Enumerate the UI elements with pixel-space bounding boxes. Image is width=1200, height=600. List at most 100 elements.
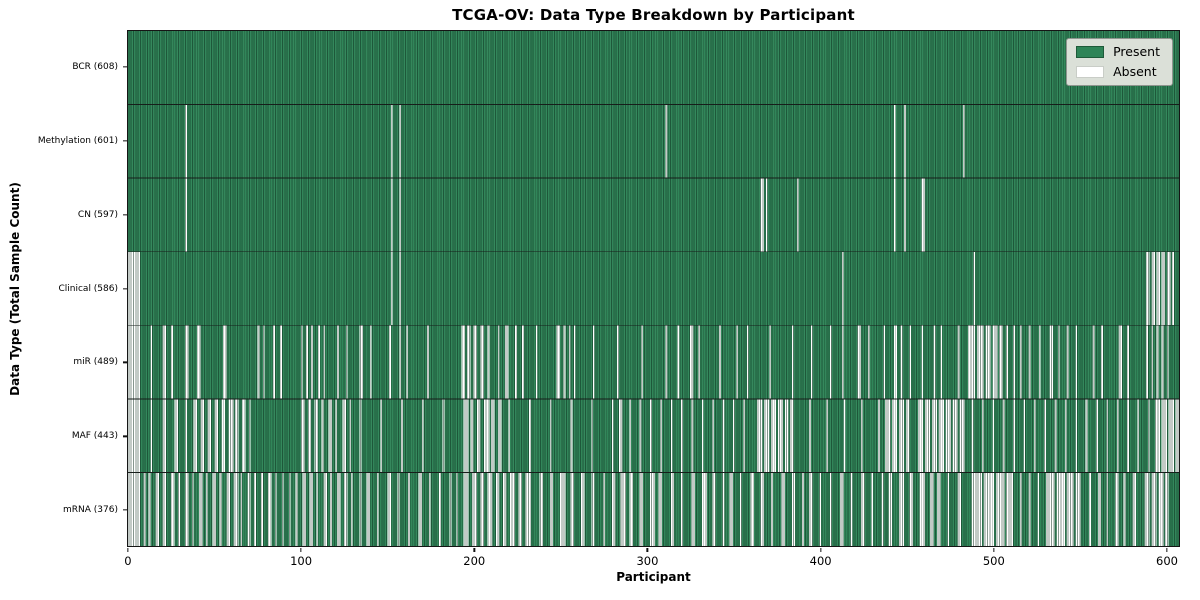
- absent-run: [518, 472, 523, 546]
- absent-run: [1166, 251, 1171, 326]
- absent-run: [1085, 398, 1088, 473]
- y-tick-mark: [122, 66, 127, 68]
- absent-run: [739, 472, 742, 546]
- absent-run: [342, 398, 346, 473]
- absent-run: [461, 325, 466, 399]
- absent-run: [1161, 251, 1166, 326]
- absent-run: [592, 325, 595, 399]
- absent-run: [1056, 472, 1065, 546]
- y-tick-mark: [122, 435, 127, 437]
- absent-run: [750, 472, 754, 546]
- absent-run: [1137, 398, 1140, 473]
- absent-run: [733, 398, 735, 473]
- x-tick-mark: [1166, 547, 1168, 552]
- absent-run: [1151, 325, 1154, 399]
- absent-run: [893, 178, 896, 252]
- absent-run: [471, 472, 478, 546]
- absent-run: [617, 325, 619, 399]
- absent-run: [463, 472, 469, 546]
- absent-run: [399, 251, 402, 326]
- x-tick-label-600: 600: [1156, 554, 1178, 568]
- absent-run: [826, 398, 829, 473]
- absent-run: [829, 472, 832, 546]
- absent-run: [1013, 398, 1015, 473]
- absent-run: [1161, 325, 1164, 399]
- absent-run: [247, 472, 251, 546]
- absent-run: [399, 325, 402, 399]
- absent-run: [473, 325, 478, 399]
- absent-run: [314, 398, 319, 473]
- absent-run: [641, 325, 644, 399]
- absent-run: [390, 104, 393, 179]
- absent-run: [736, 325, 739, 399]
- absent-run: [930, 472, 934, 546]
- absent-run: [515, 325, 517, 399]
- absent-run: [629, 472, 633, 546]
- absent-run: [219, 472, 222, 546]
- absent-run: [185, 398, 187, 473]
- absent-run: [1106, 472, 1109, 546]
- absent-run: [212, 472, 217, 546]
- absent-run: [917, 398, 924, 473]
- absent-run: [281, 472, 284, 546]
- absent-run: [503, 472, 507, 546]
- absent-run: [171, 325, 173, 399]
- absent-run: [1101, 325, 1103, 399]
- absent-run: [639, 472, 644, 546]
- absent-run: [497, 398, 502, 473]
- absent-run: [689, 325, 694, 399]
- absent-run: [1045, 472, 1055, 546]
- absent-run: [235, 398, 239, 473]
- row-present-Clinical: [128, 251, 1179, 326]
- absent-run: [681, 398, 683, 473]
- absent-run: [1006, 472, 1014, 546]
- absent-run: [376, 472, 379, 546]
- absent-run: [1033, 398, 1036, 473]
- absent-run: [221, 398, 225, 473]
- absent-run: [350, 472, 353, 546]
- absent-run: [1168, 398, 1174, 473]
- absent-run: [1154, 398, 1160, 473]
- absent-run: [791, 472, 796, 546]
- y-tick-mark: [122, 213, 127, 216]
- absent-run: [273, 325, 275, 399]
- absent-run: [1075, 472, 1081, 546]
- absent-run: [349, 398, 351, 473]
- absent-run: [746, 325, 749, 399]
- absent-run: [904, 104, 906, 179]
- absent-run: [389, 325, 391, 399]
- absent-run: [843, 398, 846, 473]
- absent-run: [128, 325, 141, 399]
- absent-run: [904, 178, 906, 252]
- y-tick-mark: [122, 287, 127, 290]
- absent-run: [701, 398, 704, 473]
- absent-run: [976, 325, 984, 399]
- absent-run: [449, 472, 452, 546]
- absent-run: [390, 251, 393, 326]
- absent-run: [790, 398, 794, 473]
- absent-run: [691, 398, 694, 473]
- absent-run: [952, 398, 958, 473]
- absent-run: [771, 398, 777, 473]
- absent-run: [810, 325, 813, 399]
- absent-run: [302, 472, 307, 546]
- absent-run: [487, 325, 490, 399]
- absent-run: [456, 472, 459, 546]
- absent-run: [760, 178, 765, 252]
- absent-run: [1023, 398, 1026, 473]
- absent-run: [840, 472, 844, 546]
- x-tick-label-300: 300: [636, 554, 659, 568]
- absent-run: [784, 398, 789, 473]
- absent-run: [1147, 398, 1150, 473]
- x-tick-label-100: 100: [290, 554, 313, 568]
- chart-title: TCGA-OV: Data Type Breakdown by Particip…: [452, 6, 855, 24]
- absent-run: [484, 398, 490, 473]
- absent-run: [185, 178, 187, 252]
- absent-run: [931, 398, 937, 473]
- absent-run: [1054, 398, 1057, 473]
- absent-run: [1075, 398, 1078, 473]
- absent-run: [1044, 398, 1046, 473]
- absent-run: [345, 325, 348, 399]
- absent-run: [971, 472, 982, 546]
- absent-run: [408, 472, 410, 546]
